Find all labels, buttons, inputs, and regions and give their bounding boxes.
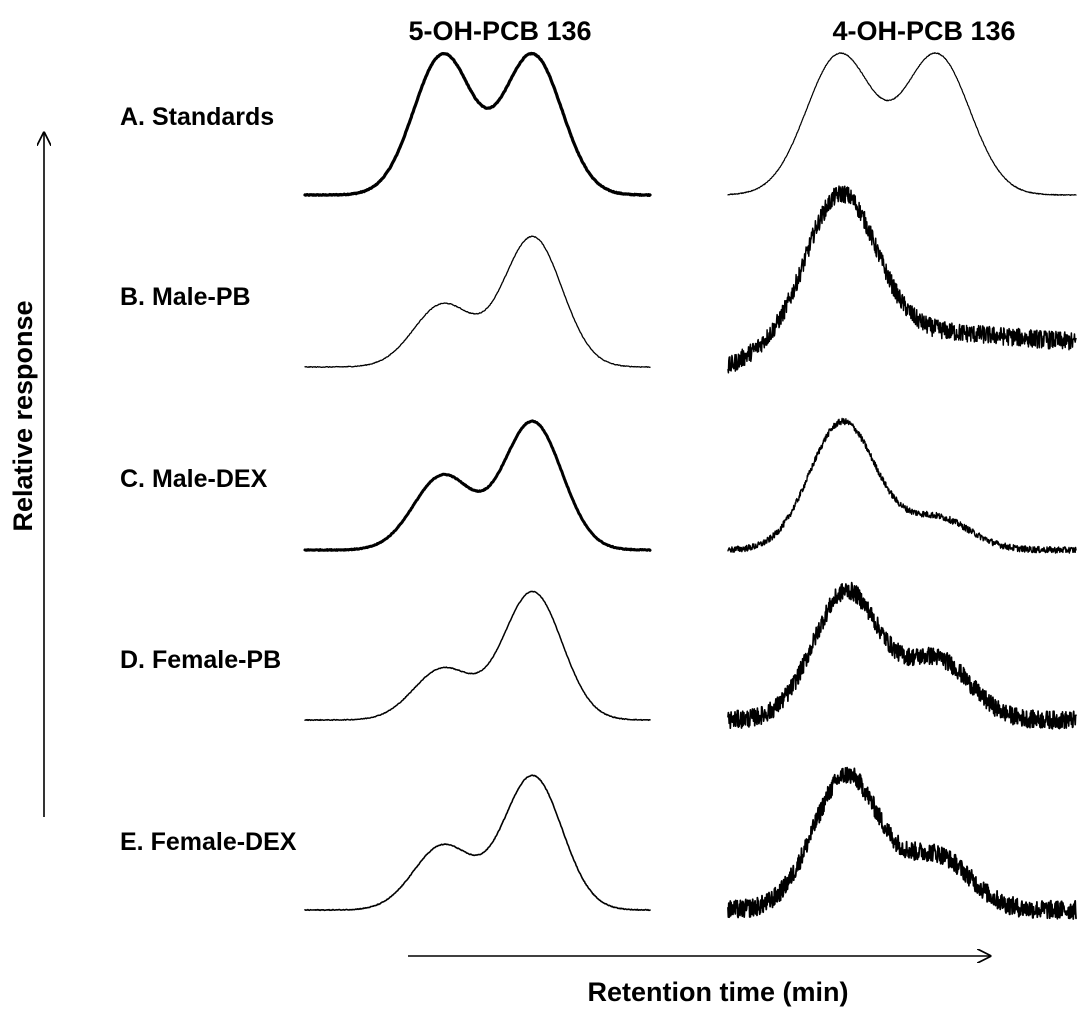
trace-4-oh-row-5 bbox=[727, 766, 1077, 920]
trace-4-oh-row-2 bbox=[727, 185, 1077, 374]
row-label-female-pb: D. Female-PB bbox=[120, 646, 281, 674]
row-label-standards: A. Standards bbox=[120, 103, 274, 131]
trace-5-oh-row-5 bbox=[304, 774, 651, 912]
column-title-4-oh: 4-OH-PCB 136 bbox=[832, 16, 1015, 46]
x-axis-title: Retention time (min) bbox=[588, 977, 849, 1007]
row-label-male-pb: B. Male-PB bbox=[120, 283, 251, 311]
trace-5-oh-row-3 bbox=[303, 419, 652, 552]
row-label-female-dex: E. Female-DEX bbox=[120, 828, 297, 856]
y-axis-title: Relative response bbox=[8, 300, 38, 531]
traces-group bbox=[303, 51, 1077, 920]
trace-4-oh-row-3 bbox=[727, 417, 1077, 554]
trace-4-oh-row-4 bbox=[727, 581, 1077, 730]
column-title-5-oh: 5-OH-PCB 136 bbox=[408, 16, 591, 46]
trace-5-oh-row-1 bbox=[303, 51, 652, 197]
trace-5-oh-row-4 bbox=[304, 590, 651, 722]
row-label-male-dex: C. Male-DEX bbox=[120, 465, 268, 493]
trace-4-oh-row-1 bbox=[727, 52, 1077, 196]
trace-5-oh-row-2 bbox=[304, 235, 651, 369]
